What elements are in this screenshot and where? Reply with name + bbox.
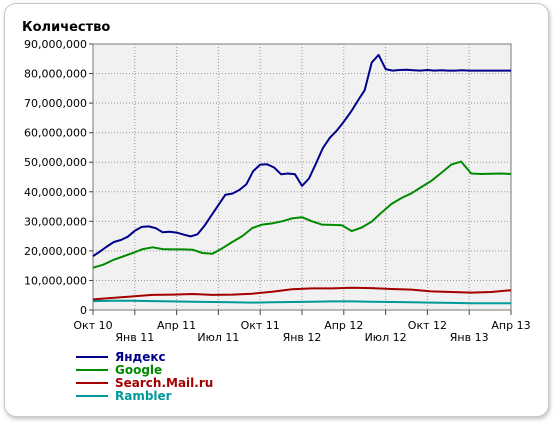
y-tick-label: 60,000,000 (24, 127, 87, 140)
series-lines (92, 53, 512, 305)
x-tick-label: Апр 11 (157, 319, 196, 332)
legend-label: Search.Mail.ru (115, 376, 213, 390)
series-line-google (92, 160, 512, 269)
series-line-яндекс (92, 53, 511, 258)
y-tick-label: 0 (80, 304, 87, 317)
y-tick-label: 10,000,000 (24, 274, 87, 287)
y-tick-label: 20,000,000 (24, 245, 87, 258)
x-axis: Окт 10 Апр 11 Окт 11 Апр 12 Окт 12 Апр 13Янв … (73, 310, 531, 344)
y-tick-label: 80,000,000 (24, 68, 87, 81)
x-tick-label: Окт 12 (408, 319, 447, 332)
x-tick-label: Июл 12 (365, 331, 407, 344)
y-tick-label: 40,000,000 (24, 186, 87, 199)
y-tick-label: 70,000,000 (24, 97, 87, 110)
x-tick-label: Янв 12 (283, 331, 322, 344)
x-tick-label: Апр 12 (324, 319, 363, 332)
y-tick-label: 50,000,000 (24, 156, 87, 169)
x-tick-label: Окт 10 (73, 319, 112, 332)
x-tick-label: Янв 13 (450, 331, 489, 344)
y-axis: 0 10,000,000 20,000,000 30,000,000 40,000,00… (24, 38, 93, 317)
grid-lines (93, 44, 511, 310)
chart-title: Количество (22, 20, 110, 35)
legend-label: Google (115, 363, 162, 377)
legend-label: Rambler (115, 389, 172, 403)
series-line-search-mail-ru (92, 286, 512, 301)
x-tick-label: Окт 11 (241, 319, 280, 332)
y-tick-label: 30,000,000 (24, 215, 87, 228)
x-tick-label: Апр 13 (491, 319, 530, 332)
legend-label: Яндекс (115, 350, 166, 364)
y-tick-label: 90,000,000 (24, 38, 87, 51)
series-line-rambler (92, 299, 511, 305)
x-tick-label: Июл 11 (197, 331, 239, 344)
x-tick-label: Янв 11 (115, 331, 154, 344)
